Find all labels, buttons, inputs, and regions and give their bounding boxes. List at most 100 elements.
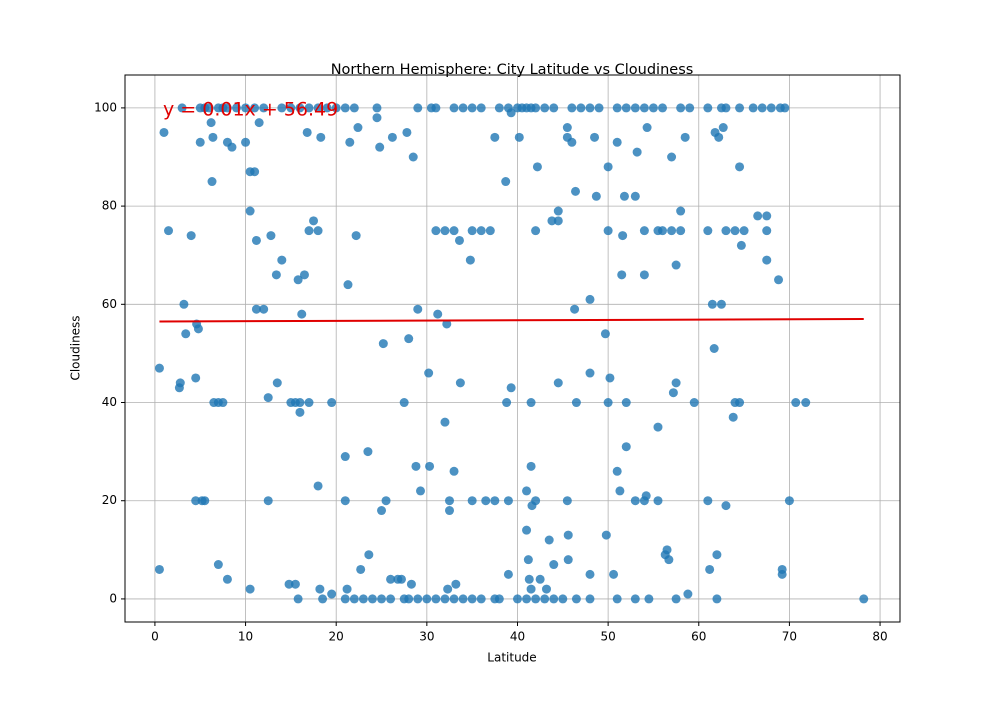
data-point	[664, 555, 674, 565]
axes-frame	[124, 74, 901, 623]
data-point	[667, 226, 677, 236]
data-point	[683, 589, 693, 599]
data-point	[522, 486, 532, 496]
data-point	[413, 103, 423, 113]
data-point	[766, 103, 776, 113]
data-point	[386, 574, 396, 584]
data-point	[402, 127, 412, 137]
data-point	[639, 103, 649, 113]
data-point	[653, 496, 663, 506]
data-point	[562, 496, 572, 506]
data-point	[676, 226, 686, 236]
data-point	[449, 226, 459, 236]
data-point	[408, 152, 418, 162]
data-point	[250, 103, 260, 113]
data-point	[245, 206, 255, 216]
data-point	[553, 378, 563, 388]
data-point	[377, 594, 387, 604]
y-tick-label: 60	[102, 297, 117, 311]
data-point	[612, 103, 622, 113]
data-point	[541, 584, 551, 594]
data-point	[621, 103, 631, 113]
data-point	[685, 103, 695, 113]
data-point	[349, 103, 359, 113]
data-point	[576, 103, 586, 113]
data-point	[703, 496, 713, 506]
data-point	[340, 452, 350, 462]
data-point	[676, 206, 686, 216]
data-point	[440, 226, 450, 236]
data-point	[585, 569, 595, 579]
data-point	[431, 103, 441, 113]
data-point	[630, 191, 640, 201]
data-point	[736, 240, 746, 250]
data-point	[562, 123, 572, 133]
data-point	[231, 103, 241, 113]
data-point	[680, 132, 690, 142]
data-point	[653, 422, 663, 432]
data-point	[658, 226, 668, 236]
data-point	[485, 226, 495, 236]
data-point	[540, 594, 550, 604]
data-point	[558, 594, 568, 604]
data-point	[553, 206, 563, 216]
data-point	[721, 103, 731, 113]
data-point	[523, 555, 533, 565]
data-point	[476, 594, 486, 604]
data-point	[648, 103, 658, 113]
y-tick-label: 0	[109, 591, 117, 605]
data-point	[322, 103, 332, 113]
data-point	[618, 231, 628, 241]
data-point	[503, 569, 513, 579]
data-point	[404, 594, 414, 604]
data-point	[442, 319, 452, 329]
data-point	[757, 103, 767, 113]
data-point	[431, 226, 441, 236]
data-point	[721, 226, 731, 236]
data-point	[494, 103, 504, 113]
data-point	[250, 167, 260, 177]
data-point	[621, 398, 631, 408]
data-point	[527, 501, 537, 511]
data-point	[709, 344, 719, 353]
data-point	[154, 564, 164, 574]
x-axis-label: Latitude	[487, 651, 536, 665]
data-point	[506, 383, 516, 393]
data-point	[762, 211, 772, 221]
data-point	[377, 506, 387, 516]
data-point	[372, 113, 382, 123]
data-point	[177, 103, 187, 113]
data-point	[735, 162, 745, 172]
data-point	[327, 398, 337, 408]
data-point	[676, 103, 686, 113]
data-point	[476, 103, 486, 113]
data-point	[433, 309, 443, 319]
data-point	[381, 496, 391, 506]
data-point	[531, 594, 541, 604]
data-point	[340, 594, 350, 604]
data-point	[241, 103, 251, 113]
y-tick-label: 100	[94, 100, 117, 114]
data-point	[181, 329, 191, 339]
data-point	[449, 594, 459, 604]
data-point	[191, 496, 201, 506]
data-point	[378, 339, 388, 349]
data-point	[642, 123, 652, 133]
data-point	[748, 103, 758, 113]
data-point	[363, 447, 373, 457]
data-point	[218, 398, 228, 408]
data-point	[721, 501, 731, 511]
data-point	[490, 132, 500, 142]
data-point	[396, 574, 406, 584]
data-point	[658, 103, 668, 113]
data-point	[277, 255, 287, 265]
data-point	[619, 191, 629, 201]
data-point	[304, 103, 314, 113]
data-point	[263, 393, 273, 403]
data-point	[313, 481, 323, 491]
data-point	[503, 496, 513, 506]
data-point	[193, 324, 203, 334]
x-tick-label: 60	[691, 630, 706, 644]
data-point	[707, 299, 717, 309]
